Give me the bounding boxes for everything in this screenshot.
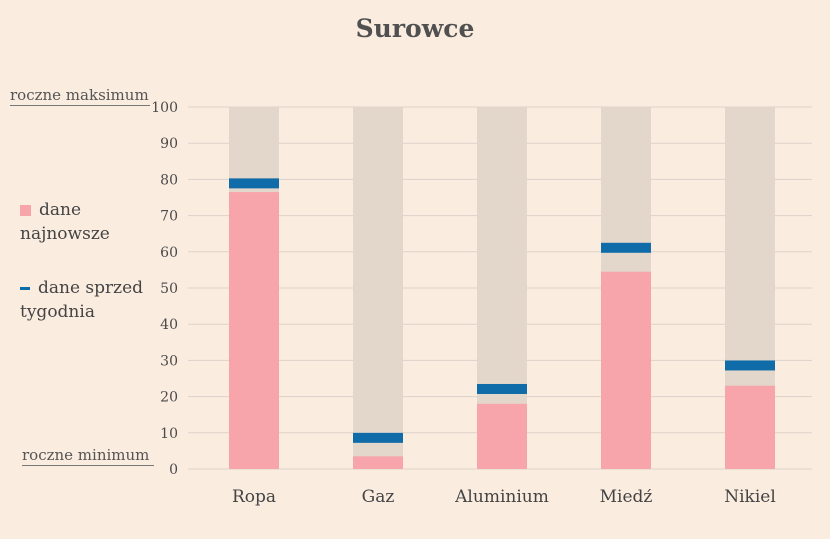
latest-bar (601, 271, 651, 469)
y-tick-label: 10 (160, 426, 178, 442)
y-tick-label: 60 (160, 245, 178, 261)
legend-label-latest-1: dane (39, 200, 82, 220)
x-tick-label: Miedź (600, 487, 653, 507)
y-tick-label: 100 (151, 100, 178, 116)
legend-swatch-latest (20, 205, 31, 216)
week-ago-marker (601, 242, 651, 253)
y-tick-label: 70 (160, 209, 178, 225)
legend-item-latest: dane najnowsze (20, 198, 110, 246)
legend-label-latest-2: najnowsze (20, 224, 110, 244)
week-ago-marker (725, 360, 775, 371)
y-tick-label: 30 (160, 353, 178, 369)
x-tick-label: Gaz (362, 487, 395, 507)
annotation-yearly-min: roczne minimum (22, 446, 154, 466)
y-tick-label: 20 (160, 390, 178, 406)
latest-bar (353, 456, 403, 469)
y-tick-label: 0 (169, 462, 178, 478)
week-ago-marker (229, 178, 279, 189)
week-ago-marker (477, 383, 527, 394)
legend-item-week-ago: dane sprzed tygodnia (20, 276, 143, 324)
x-tick-label: Ropa (232, 487, 276, 507)
legend-swatch-week-ago (20, 287, 30, 290)
x-tick-label: Nikiel (724, 487, 776, 507)
annotation-yearly-max: roczne maksimum (10, 86, 150, 106)
week-ago-marker (353, 432, 403, 443)
latest-bar (229, 192, 279, 469)
chart-title: Surowce (355, 14, 475, 43)
legend-label-week-ago-2: tygodnia (20, 302, 95, 322)
legend-label-week-ago-1: dane sprzed (38, 278, 144, 298)
y-tick-label: 90 (160, 136, 178, 152)
range-bar (353, 107, 403, 469)
latest-bar (477, 403, 527, 469)
y-tick-label: 50 (160, 281, 178, 297)
y-tick-label: 80 (160, 172, 178, 188)
latest-bar (725, 385, 775, 469)
y-tick-label: 40 (160, 317, 178, 333)
x-tick-label: Aluminium (454, 487, 549, 507)
